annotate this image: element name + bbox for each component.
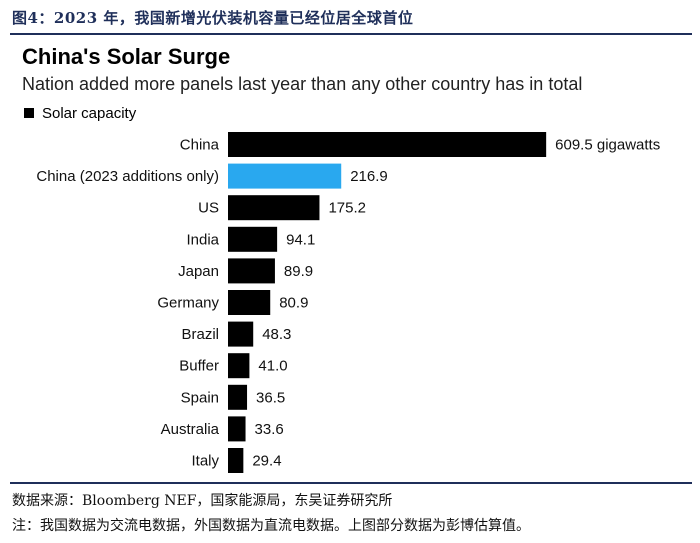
legend-swatch: [24, 108, 34, 118]
footnote: 注：我国数据为交流电数据，外国数据为直流电数据。上图部分数据为彭博估算值。: [12, 518, 530, 534]
category-label-india: India: [186, 231, 219, 248]
chart-title: China's Solar Surge: [22, 44, 231, 69]
value-label-germany: 80.9: [279, 295, 308, 312]
chart-subtitle: Nation added more panels last year than …: [22, 74, 583, 94]
value-label-buffer: 41.0: [258, 358, 287, 375]
value-label-australia: 33.6: [255, 421, 284, 438]
bar-italy: [228, 448, 244, 473]
source-note: 数据来源：Bloomberg NEF，国家能源局，东吴证券研究所: [12, 493, 393, 509]
value-label-spain: 36.5: [256, 389, 285, 406]
bar-spain: [228, 384, 248, 410]
bar-germany: [228, 290, 271, 315]
top-divider: [10, 33, 692, 35]
category-label-germany: Germany: [157, 295, 219, 312]
bar-china-2023-additions-only: [228, 163, 342, 189]
category-label-china: China: [180, 137, 220, 154]
value-label-us: 175.2: [328, 200, 366, 217]
bar-australia: [228, 416, 246, 442]
bar-china: [228, 132, 547, 157]
bar-us: [228, 195, 320, 221]
category-label-brazil: Brazil: [181, 326, 219, 343]
category-label-japan: Japan: [178, 263, 219, 280]
value-label-japan: 89.9: [284, 263, 313, 280]
chart-legend: Solar capacity: [24, 104, 136, 122]
category-label-china-2023-additions-only: China (2023 additions only): [36, 168, 219, 185]
bar-japan: [228, 258, 275, 284]
category-label-australia: Australia: [161, 421, 220, 438]
legend-label: Solar capacity: [42, 104, 137, 122]
value-label-china: 609.5 gigawatts: [555, 137, 660, 154]
category-label-us: US: [198, 200, 219, 217]
bottom-divider: [10, 482, 692, 484]
bar-chart: China 609.5 gigawatts China (2023 addition…: [36, 132, 660, 473]
category-label-buffer: Buffer: [179, 358, 219, 375]
bar-india: [228, 226, 278, 252]
bar-brazil: [228, 321, 254, 347]
value-label-india: 94.1: [286, 231, 315, 248]
bar-buffer: [228, 353, 250, 379]
value-label-brazil: 48.3: [262, 326, 291, 343]
figure-caption: 图4：2023 年，我国新增光伏装机容量已经位居全球首位: [12, 9, 414, 27]
category-label-spain: Spain: [181, 389, 219, 406]
value-label-italy: 29.4: [252, 453, 281, 470]
value-label-china-2023-additions-only: 216.9: [350, 168, 388, 185]
category-label-italy: Italy: [191, 453, 219, 470]
